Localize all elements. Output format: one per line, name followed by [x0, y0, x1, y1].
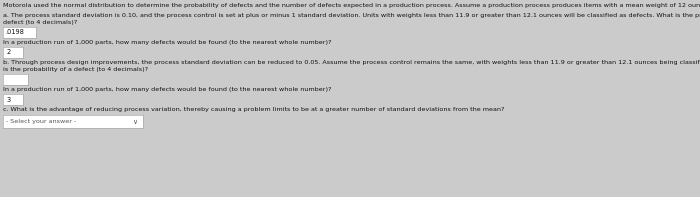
Text: ∨: ∨ — [132, 119, 137, 125]
Text: In a production run of 1,000 parts, how many defects would be found (to the near: In a production run of 1,000 parts, how … — [3, 40, 331, 45]
Text: a. The process standard deviation is 0.10, and the process control is set at plu: a. The process standard deviation is 0.1… — [3, 13, 700, 18]
Text: defect (to 4 decimals)?: defect (to 4 decimals)? — [3, 20, 77, 25]
Text: c. What is the advantage of reducing process variation, thereby causing a proble: c. What is the advantage of reducing pro… — [3, 107, 505, 112]
Text: 3: 3 — [7, 97, 11, 102]
Text: b. Through process design improvements, the process standard deviation can be re: b. Through process design improvements, … — [3, 60, 700, 65]
Text: In a production run of 1,000 parts, how many defects would be found (to the near: In a production run of 1,000 parts, how … — [3, 87, 331, 92]
Text: .0198: .0198 — [6, 30, 25, 35]
Text: - Select your answer -: - Select your answer - — [6, 119, 76, 124]
Text: Motorola used the normal distribution to determine the probability of defects an: Motorola used the normal distribution to… — [3, 3, 700, 8]
Text: is the probability of a defect (to 4 decimals)?: is the probability of a defect (to 4 dec… — [3, 67, 148, 72]
Text: 2: 2 — [7, 49, 11, 56]
